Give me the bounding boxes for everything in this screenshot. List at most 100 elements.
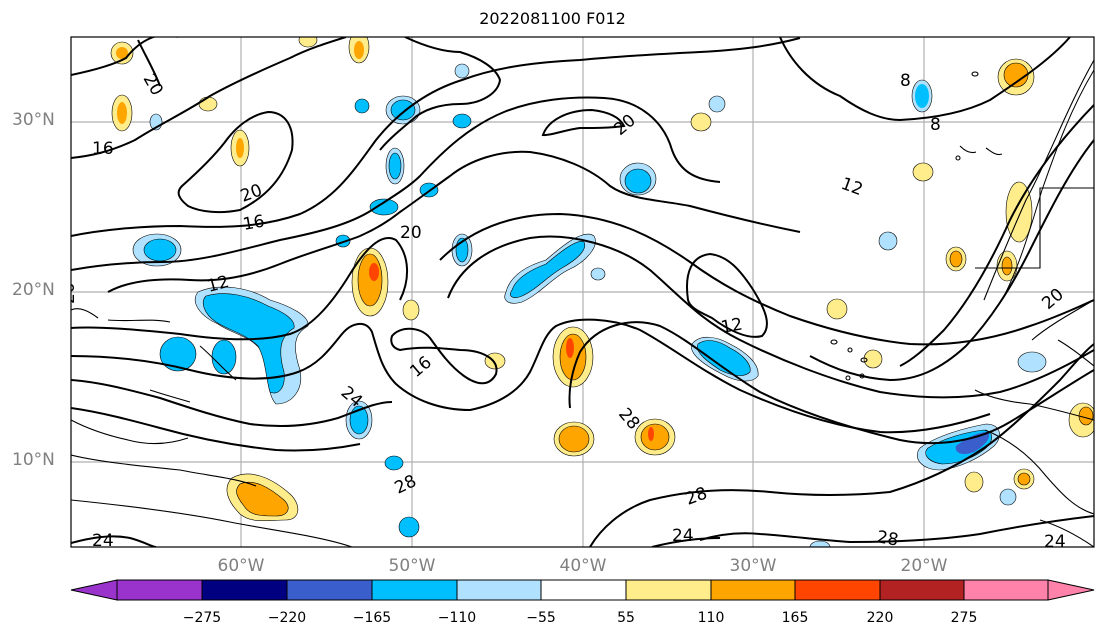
colorbar-tick: 165	[781, 610, 809, 626]
lon-label-20w: 20°W	[900, 556, 948, 576]
coastline	[71, 308, 99, 319]
coastline	[107, 319, 171, 323]
contour-label: 20	[59, 282, 79, 304]
warm-core	[949, 250, 963, 268]
lon-label-60w: 60°W	[217, 556, 265, 576]
contour-line	[71, 37, 178, 76]
contour-line	[779, 37, 1071, 122]
colorbar-tick: −55	[526, 610, 556, 626]
warm-blob	[863, 349, 883, 369]
coastline	[959, 145, 977, 154]
contour-line	[699, 515, 1094, 544]
warm-core	[116, 47, 128, 59]
contour-line	[686, 252, 768, 338]
colorbar-tick: 275	[950, 610, 978, 626]
contour-label: 8	[900, 71, 911, 91]
contour-label-group: 20 16 20 16 12 20 20 12 8 8 16 24 28 12 …	[59, 71, 1068, 551]
colorbar-tick: −165	[352, 610, 392, 626]
cool-core	[354, 98, 370, 114]
colorbar-swatch	[371, 579, 458, 601]
cool-core	[697, 340, 751, 376]
contour-label: 12	[719, 314, 744, 337]
contour-line	[447, 235, 1094, 399]
cool-core	[915, 84, 929, 108]
contour-line	[541, 108, 626, 137]
contour-line	[107, 150, 801, 293]
coastline	[71, 419, 189, 445]
contour-line	[71, 237, 409, 341]
warm-core	[236, 138, 244, 158]
contour-line	[71, 407, 361, 452]
contour-label: 12	[838, 174, 865, 200]
cool-core	[390, 99, 416, 121]
coastline	[71, 499, 353, 547]
contour-line	[71, 96, 721, 271]
cool-blob	[590, 267, 606, 281]
island	[971, 71, 979, 77]
contour-label: 24	[92, 531, 114, 551]
lon-label-50w: 50°W	[388, 556, 436, 576]
coastline	[984, 429, 1094, 515]
lat-label-10n: 10°N	[12, 450, 55, 470]
contour-line	[379, 37, 502, 151]
colorbar-swatch	[710, 579, 796, 601]
colorbar-tick: −275	[182, 610, 222, 626]
island	[830, 339, 838, 345]
warm-blob	[964, 471, 984, 493]
contour-line	[568, 321, 1094, 445]
warm-blob	[484, 352, 506, 370]
colorbar-tick: −110	[437, 610, 477, 626]
warm-blob	[298, 37, 318, 48]
colorbar-swatch	[794, 579, 881, 601]
cool-core	[369, 198, 399, 216]
colorbar-swatch	[540, 579, 627, 601]
contour-line	[589, 343, 1094, 547]
warm-core	[354, 41, 364, 59]
coastline	[974, 389, 1094, 421]
contour-line	[390, 327, 498, 385]
cool-blob	[708, 95, 726, 113]
contour-line	[71, 318, 991, 434]
contour-label: 20	[139, 71, 167, 100]
contour-line	[439, 212, 1094, 346]
colorbar-tick: 55	[617, 610, 635, 626]
contour-label: 20	[1038, 285, 1067, 314]
map-frame	[70, 36, 1095, 548]
contour-line	[1001, 69, 1094, 301]
contour-line	[71, 37, 347, 159]
warm-blob	[826, 298, 848, 320]
warm-blob	[1005, 181, 1033, 243]
lon-label-30w: 30°W	[729, 556, 777, 576]
colorbar-tick: 110	[697, 610, 725, 626]
warm-core	[640, 423, 670, 451]
contour-line	[651, 537, 721, 547]
lat-label-30n: 30°N	[12, 110, 55, 130]
colorbar-swatch	[286, 579, 373, 601]
cool-peak	[955, 432, 990, 454]
cool-blob	[1017, 351, 1047, 373]
contour-line	[137, 39, 161, 87]
contour-line	[71, 535, 157, 547]
coastline	[985, 147, 1003, 156]
warm-core	[236, 481, 289, 517]
colorbar-swatch	[625, 579, 712, 601]
warm-blob	[690, 112, 712, 132]
lon-label-40w: 40°W	[559, 556, 607, 576]
cool-core	[624, 168, 652, 194]
colorbar-swatch	[963, 579, 1049, 601]
cool-blob	[878, 231, 898, 251]
contour-line	[809, 139, 1094, 382]
colorbar	[70, 579, 1095, 601]
colorbar-swatch	[879, 579, 965, 601]
coastline	[1031, 299, 1094, 341]
colorbar-tick: 220	[866, 610, 894, 626]
warm-core	[357, 253, 383, 307]
warm-core	[1001, 256, 1013, 276]
cool-core	[398, 516, 420, 538]
cool-core	[349, 405, 369, 435]
island	[845, 375, 851, 381]
contour-label: 28	[683, 484, 710, 510]
island	[955, 155, 961, 161]
contour-line	[899, 104, 1094, 367]
